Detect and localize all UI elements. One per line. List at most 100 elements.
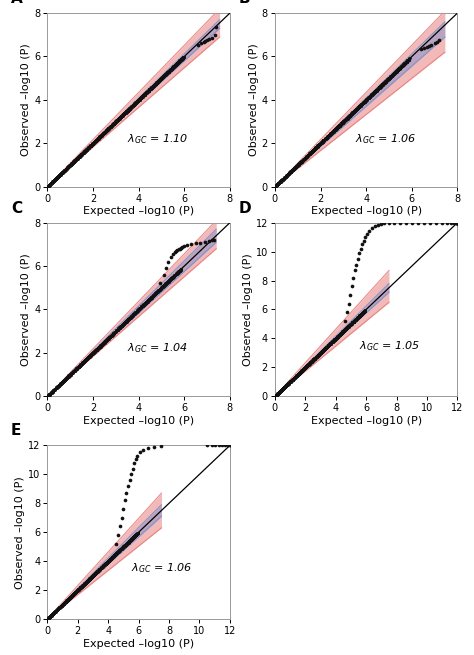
Point (178, 54, 185, 64)
Point (290, 374, 297, 384)
Point (283, 379, 291, 390)
Point (385, 73, 392, 84)
Point (349, 107, 357, 117)
Point (61, 375, 68, 386)
Point (116, 113, 123, 123)
Point (119, 542, 127, 552)
Point (98, 562, 106, 572)
Point (310, 145, 317, 155)
Point (100, 128, 108, 138)
Point (349, 316, 357, 327)
Point (90, 347, 98, 358)
Point (51, 607, 58, 617)
Point (310, 145, 317, 155)
Point (69, 590, 77, 600)
Point (99, 561, 106, 572)
Point (405, 54, 413, 64)
Point (144, 86, 152, 97)
Point (272, 390, 280, 400)
Point (164, 66, 172, 77)
Point (298, 365, 306, 376)
Point (137, 92, 144, 103)
Point (311, 353, 319, 364)
Point (280, 383, 288, 393)
Point (56, 602, 64, 612)
Point (139, 91, 146, 102)
Point (64, 162, 72, 173)
Point (351, 105, 359, 115)
Point (68, 591, 75, 601)
Point (324, 342, 331, 352)
Point (322, 343, 330, 353)
Point (130, 531, 138, 542)
Point (131, 531, 139, 541)
Point (113, 116, 120, 126)
Point (114, 324, 122, 334)
Point (352, 314, 359, 325)
Point (73, 153, 81, 163)
Point (124, 481, 132, 491)
Point (320, 135, 328, 145)
Point (110, 550, 118, 561)
Point (273, 390, 280, 400)
Point (288, 375, 295, 386)
Point (55, 603, 62, 614)
Point (79, 580, 87, 590)
Point (151, 80, 158, 90)
Point (80, 579, 88, 590)
Point (298, 365, 306, 376)
Text: D: D (238, 200, 251, 215)
Point (67, 159, 75, 170)
Point (138, 92, 146, 102)
Point (62, 596, 70, 607)
Point (324, 341, 331, 351)
Point (361, 96, 368, 107)
Point (120, 541, 128, 552)
Point (324, 131, 332, 141)
Point (49, 386, 56, 396)
Point (342, 114, 349, 124)
Point (118, 320, 126, 331)
Point (285, 168, 293, 179)
Point (176, 55, 184, 66)
Point (108, 330, 115, 341)
Point (273, 389, 281, 400)
Point (380, 77, 388, 88)
Point (81, 356, 89, 366)
Point (142, 88, 150, 98)
Point (96, 132, 103, 142)
Point (121, 540, 129, 550)
Point (282, 381, 290, 392)
Point (78, 581, 86, 591)
Point (275, 387, 283, 398)
Point (296, 158, 303, 168)
Point (66, 369, 74, 380)
Point (156, 74, 164, 84)
Point (289, 374, 297, 384)
Point (85, 352, 92, 362)
Point (119, 319, 127, 329)
Point (134, 528, 141, 538)
Point (50, 384, 58, 395)
Point (398, 61, 406, 71)
Point (128, 534, 136, 544)
Point (347, 318, 355, 329)
Point (78, 149, 86, 159)
Point (301, 362, 309, 373)
Point (359, 98, 366, 108)
Point (345, 112, 352, 122)
Point (132, 97, 139, 107)
Point (297, 367, 305, 377)
Point (59, 376, 67, 386)
Point (144, 295, 152, 305)
Point (348, 109, 356, 119)
Point (380, 78, 388, 88)
Point (289, 375, 296, 385)
Point (328, 338, 335, 348)
Point (105, 123, 112, 134)
Point (127, 103, 134, 113)
Point (46, 612, 53, 622)
Point (124, 537, 132, 548)
Point (350, 316, 357, 327)
Point (52, 384, 59, 394)
